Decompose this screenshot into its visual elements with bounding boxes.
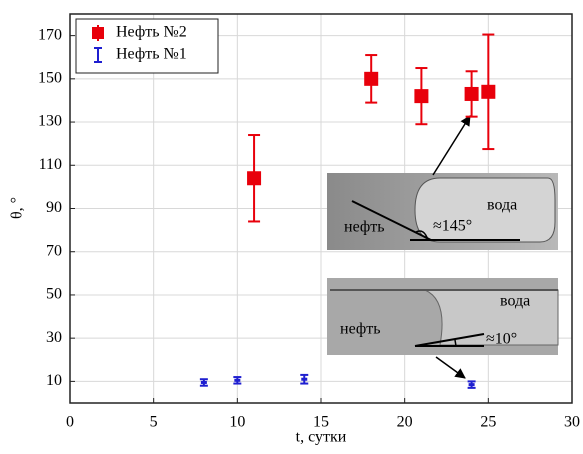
legend-label: Нефть №2 [116,24,187,41]
y-tick-label: 30 [46,329,62,346]
x-axis-label: t, сутки [296,429,347,446]
y-tick-label: 90 [46,199,62,216]
annotation: ≈145° [433,218,472,235]
point [481,84,496,99]
legend-label: Нефть №1 [116,46,187,63]
x-tick-label: 30 [564,414,580,431]
y-tick-label: 70 [46,242,62,259]
annotation: нефть [344,219,385,236]
x-tick-label: 25 [480,414,496,431]
x-tick-label: 15 [313,414,329,431]
point [414,89,429,104]
y-tick-label: 50 [46,286,62,303]
y-axis-label: θ, ° [9,197,26,219]
inset-photo [327,173,558,250]
arrow [435,356,466,379]
annotation: вода [500,293,530,310]
y-tick-label: 150 [38,70,62,87]
point [364,71,379,86]
annotation: ≈10° [486,331,517,348]
point [464,86,479,101]
y-tick-label: 170 [38,26,62,43]
annotation: вода [487,197,517,214]
x-tick-label: 20 [397,414,413,431]
inset-photo [327,278,559,355]
legend-swatch [92,27,104,39]
y-tick-label: 110 [39,156,62,173]
arrow [432,115,471,176]
x-tick-label: 5 [150,414,158,431]
annotation: нефть [340,321,381,338]
y-tick-label: 10 [46,372,62,389]
y-tick-label: 130 [38,113,62,130]
x-tick-label: 10 [229,414,245,431]
point [247,171,262,186]
x-tick-label: 0 [66,414,74,431]
